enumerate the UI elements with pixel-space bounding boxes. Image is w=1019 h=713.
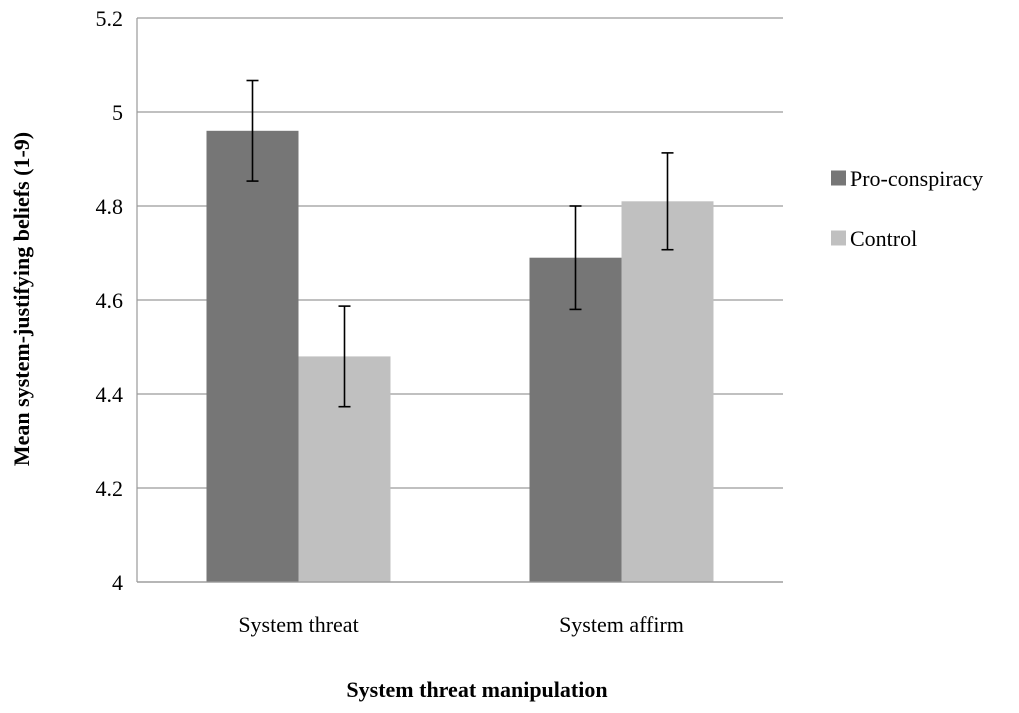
bar-pro-conspiracy-1: [529, 257, 622, 582]
legend-swatch: [831, 170, 846, 186]
y-tick-label: 5.2: [96, 6, 124, 31]
y-tick-label: 4.4: [96, 382, 124, 407]
legend-swatch: [831, 230, 846, 246]
y-axis-ticks: 4 4.2 4.4 4.6 4.8 5 5.2: [96, 6, 124, 595]
y-tick-label: 4.8: [96, 194, 124, 219]
legend-item: Pro-conspiracy: [831, 166, 983, 191]
bars: [137, 130, 783, 583]
x-tick-label: System affirm: [559, 612, 684, 637]
legend-item: Control: [831, 226, 917, 251]
y-tick-label: 4: [112, 570, 123, 595]
x-axis-title: System threat manipulation: [346, 677, 607, 702]
x-tick-label: System threat: [238, 612, 358, 637]
bar-control-1: [621, 201, 714, 583]
error-bars: [246, 79, 674, 408]
legend-label: Control: [850, 226, 917, 251]
y-tick-label: 5: [112, 100, 123, 125]
error-bar: [661, 152, 674, 251]
error-bar: [246, 79, 259, 182]
error-bar: [338, 305, 351, 408]
y-tick-label: 4.2: [96, 476, 124, 501]
y-tick-label: 4.6: [96, 288, 124, 313]
error-bar: [569, 205, 582, 311]
bar-pro-conspiracy-0: [206, 130, 299, 583]
y-axis-title: Mean system-justifying beliefs (1-9): [9, 132, 34, 466]
legend: Pro-conspiracy Control: [831, 166, 983, 251]
x-axis-ticks: System threat System affirm: [238, 612, 684, 637]
legend-label: Pro-conspiracy: [850, 166, 983, 191]
